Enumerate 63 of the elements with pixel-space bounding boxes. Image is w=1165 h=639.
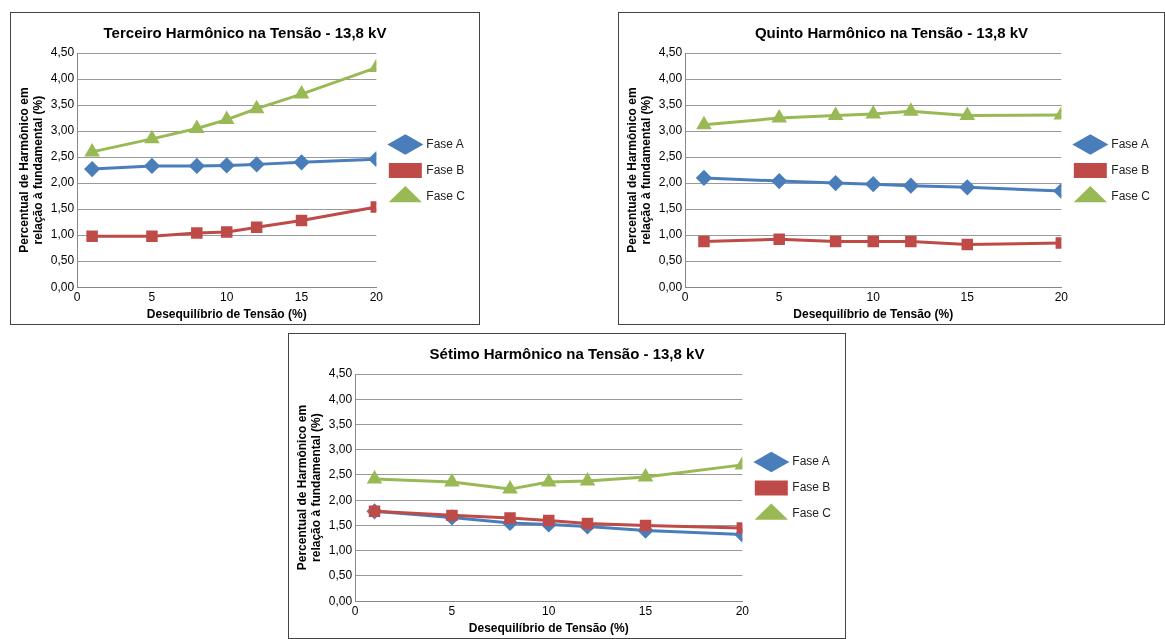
x-tick-label: 0	[73, 289, 81, 304]
chart-title: Sétimo Harmônico na Tensão - 13,8 kV	[429, 345, 705, 363]
legend-label: Fase C	[792, 506, 832, 521]
legend-label: Fase B	[1111, 162, 1150, 177]
x-tick-label: 15	[960, 289, 975, 304]
chart-title: Quinto Harmônico na Tensão - 13,8 kV	[754, 24, 1029, 42]
y-tick-label: 2,50	[658, 149, 683, 164]
y-tick-label: 0,50	[658, 253, 683, 268]
x-tick-label: 10	[220, 289, 234, 304]
y-tick-label: 1,50	[328, 517, 353, 532]
y-tick-label: 0,00	[50, 279, 75, 294]
y-tick-label: 0,00	[328, 593, 353, 608]
y-tick-label: 3,50	[50, 97, 75, 112]
legend-label: Fase B	[792, 480, 831, 495]
y-tick-label: 4,50	[50, 45, 75, 60]
y-tick-label: 4,50	[658, 45, 683, 60]
y-tick-label: 3,00	[658, 123, 683, 138]
y-tick-label: 4,00	[50, 71, 75, 86]
x-tick-label: 5	[448, 603, 456, 618]
y-tick-label: 4,50	[328, 366, 353, 381]
legend-label: Fase A	[792, 454, 830, 469]
y-tick-label: 0,50	[328, 568, 353, 583]
x-tick-label: 15	[638, 603, 653, 618]
x-axis-title: Desequilíbrio de Tensão (%)	[146, 307, 307, 322]
x-axis-title: Desequilíbrio de Tensão (%)	[468, 621, 629, 636]
legend-label: Fase A	[1111, 136, 1149, 151]
y-tick-label: 1,50	[658, 201, 683, 216]
chart-title: Terceiro Harmônico na Tensão - 13,8 kV	[103, 24, 387, 42]
legend-label: Fase C	[1111, 188, 1151, 203]
y-tick-label: 2,00	[328, 492, 353, 507]
x-tick-label: 5	[775, 289, 783, 304]
legend-label: Fase A	[426, 136, 464, 151]
y-tick-label: 4,00	[658, 71, 683, 86]
y-tick-label: 3,00	[328, 442, 353, 457]
y-axis-title: Percentual de Harmônico em relação à fundamental (%)	[624, 87, 653, 253]
x-axis-title: Desequilíbrio de Tensão (%)	[793, 307, 954, 322]
y-tick-label: 3,50	[328, 416, 353, 431]
y-tick-label: 2,50	[328, 467, 353, 482]
y-axis-title: Percentual de Harmônico em relação à fundamental (%)	[16, 87, 45, 253]
y-tick-label: 0,50	[50, 253, 75, 268]
y-tick-label: 2,00	[658, 175, 683, 190]
x-tick-label: 10	[542, 603, 556, 618]
y-tick-label: 3,50	[658, 97, 683, 112]
x-tick-label: 20	[369, 289, 384, 304]
x-tick-label: 10	[866, 289, 881, 304]
y-axis-title: Percentual de Harmônico em relação à fundamental (%)	[294, 404, 323, 571]
y-tick-label: 3,00	[50, 123, 75, 138]
y-tick-label: 1,00	[658, 227, 683, 242]
y-tick-label: 1,00	[328, 543, 353, 558]
x-tick-label: 5	[148, 289, 156, 304]
x-tick-label: 20	[735, 603, 750, 618]
x-tick-label: 20	[1054, 289, 1069, 304]
legend-label: Fase B	[426, 162, 465, 177]
legend-label: Fase C	[426, 188, 466, 203]
x-tick-label: 0	[681, 289, 689, 304]
x-tick-label: 15	[294, 289, 309, 304]
y-tick-label: 4,00	[328, 391, 353, 406]
y-tick-label: 2,00	[50, 175, 75, 190]
y-tick-label: 2,50	[50, 149, 75, 164]
y-tick-label: 0,00	[658, 279, 683, 294]
x-tick-label: 0	[351, 603, 359, 618]
y-tick-label: 1,50	[50, 201, 75, 216]
y-tick-label: 1,00	[50, 227, 75, 242]
